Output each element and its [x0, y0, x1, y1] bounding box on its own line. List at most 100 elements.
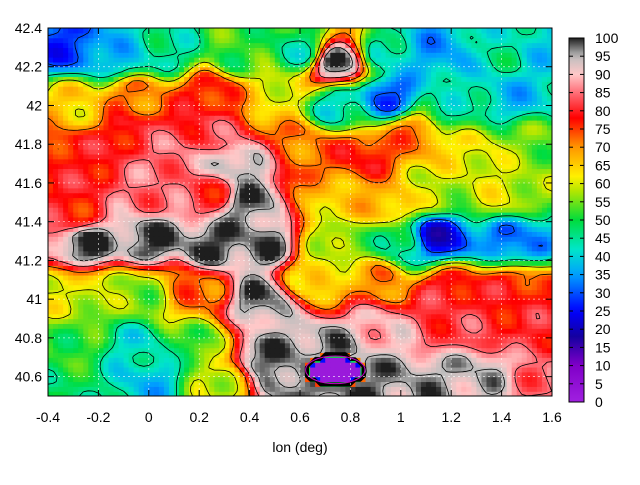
heatmap-cell [426, 158, 432, 165]
heatmap-cell [108, 391, 115, 396]
heatmap-cell [481, 182, 488, 189]
heatmap-cell [315, 284, 321, 291]
heatmap-cell [179, 212, 185, 218]
heatmap-cell [305, 323, 311, 329]
heatmap-cell [209, 212, 215, 218]
heatmap-cell [466, 308, 472, 315]
heatmap-cell [496, 294, 503, 300]
heatmap-cell [259, 328, 266, 334]
heatmap-cell [58, 391, 64, 396]
heatmap-cell [541, 318, 548, 324]
heatmap-cell [335, 187, 341, 194]
heatmap-cell [184, 212, 190, 218]
heatmap-cell [330, 236, 336, 242]
heatmap-cell [78, 357, 84, 363]
heatmap-cell [214, 163, 220, 170]
heatmap-cell [365, 182, 372, 189]
heatmap-cell [330, 279, 336, 286]
heatmap-cell [325, 386, 331, 392]
heatmap-cell [476, 158, 483, 165]
heatmap-cell [471, 163, 477, 170]
heatmap-cell [279, 323, 286, 329]
heatmap-cell [405, 216, 412, 223]
heatmap-cell [103, 192, 110, 199]
heatmap-cell [511, 226, 518, 232]
heatmap-cell [405, 284, 412, 291]
heatmap-cell [148, 153, 155, 160]
heatmap-cell [93, 187, 99, 194]
heatmap-cell [244, 197, 251, 203]
heatmap-cell [526, 299, 533, 305]
heatmap-cell [239, 294, 246, 300]
heatmap-cell [244, 366, 251, 373]
heatmap-cell [158, 318, 165, 324]
heatmap-cell [219, 163, 225, 170]
heatmap-cell [143, 342, 150, 349]
heatmap-cell [204, 284, 210, 291]
heatmap-cell [103, 221, 110, 228]
heatmap-cell [184, 274, 190, 281]
heatmap-cell [365, 391, 372, 396]
heatmap-cell [441, 192, 447, 199]
heatmap-cell [103, 308, 110, 315]
heatmap-cell [471, 381, 477, 387]
heatmap-cell [83, 284, 89, 291]
heatmap-cell [345, 231, 351, 237]
heatmap-cell [400, 357, 407, 363]
heatmap-cell [380, 255, 387, 262]
heatmap-cell [511, 318, 518, 324]
heatmap-cell [73, 274, 79, 281]
heatmap-cell [68, 308, 74, 315]
heatmap-cell [531, 241, 538, 247]
heatmap-cell [184, 270, 190, 276]
heatmap-cell [380, 182, 387, 189]
heatmap-cell [340, 168, 346, 174]
heatmap-cell [194, 279, 200, 286]
heatmap-cell [219, 173, 225, 179]
heatmap-cell [320, 337, 326, 344]
heatmap-cell [385, 270, 392, 276]
heatmap-cell [506, 207, 513, 213]
heatmap-cell [415, 391, 422, 396]
heatmap-cell [526, 158, 533, 165]
heatmap-cell [128, 362, 135, 368]
heatmap-cell [108, 270, 115, 276]
heatmap-cell [249, 192, 256, 199]
heatmap-cell [279, 294, 286, 300]
heatmap-cell [168, 236, 175, 242]
heatmap-cell [264, 245, 271, 252]
heatmap-cell [143, 299, 150, 305]
heatmap-cell [405, 371, 412, 378]
heatmap-cell [431, 279, 437, 286]
heatmap-cell [204, 333, 210, 339]
heatmap-cell [536, 386, 543, 392]
heatmap-cell [481, 299, 488, 305]
heatmap-cell [481, 178, 488, 184]
heatmap-cell [199, 386, 205, 392]
heatmap-cell [330, 202, 336, 208]
heatmap-cell [274, 366, 281, 373]
heatmap-cell [451, 274, 457, 281]
heatmap-cell [365, 304, 372, 310]
heatmap-cell [58, 304, 64, 310]
heatmap-cell [239, 308, 246, 315]
heatmap-cell [88, 299, 94, 305]
heatmap-cell [521, 376, 528, 383]
heatmap-cell [143, 366, 150, 373]
heatmap-cell [305, 207, 311, 213]
heatmap-cell [365, 328, 372, 334]
heatmap-cell [229, 323, 236, 329]
heatmap-cell [199, 284, 205, 291]
heatmap-cell [214, 391, 220, 396]
heatmap-cell [426, 236, 432, 242]
heatmap-cell [88, 245, 94, 252]
heatmap-cell [305, 270, 311, 276]
heatmap-cell [300, 357, 306, 363]
heatmap-cell [143, 284, 150, 291]
heatmap-cell [78, 192, 84, 199]
heatmap-cell [244, 289, 251, 295]
heatmap-cell [350, 391, 357, 396]
heatmap-cell [415, 250, 422, 257]
heatmap-cell [239, 231, 246, 237]
heatmap-cell [153, 168, 160, 174]
